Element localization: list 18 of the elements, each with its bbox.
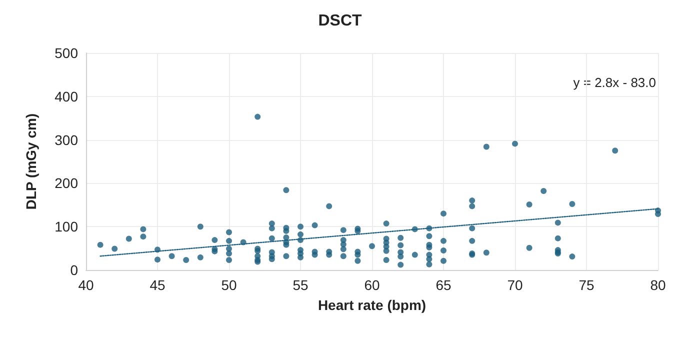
x-tick-label: 60 — [364, 277, 380, 293]
chart-title: DSCT — [318, 12, 362, 30]
y-tick-label: 100 — [54, 218, 78, 235]
x-tick-label: 55 — [292, 277, 308, 293]
y-axis-title: DLP (mGy cm) — [23, 113, 39, 210]
x-tick-label: 75 — [578, 277, 594, 293]
x-tick-label: 45 — [150, 277, 166, 293]
x-tick-label: 70 — [507, 277, 523, 293]
y-tick-label: 0 — [70, 262, 78, 278]
y-tick-label: 200 — [54, 175, 78, 192]
x-tick-label: 80 — [650, 277, 666, 293]
x-axis-title: Heart rate (bpm) — [318, 297, 426, 313]
x-tick-label: 65 — [436, 277, 452, 293]
y-tick-label: 300 — [54, 132, 78, 148]
x-tick-label: 50 — [221, 277, 237, 293]
x-tick-label: 40 — [78, 277, 94, 293]
y-tick-label: 400 — [54, 88, 78, 104]
y-tick-label: 500 — [54, 45, 78, 61]
